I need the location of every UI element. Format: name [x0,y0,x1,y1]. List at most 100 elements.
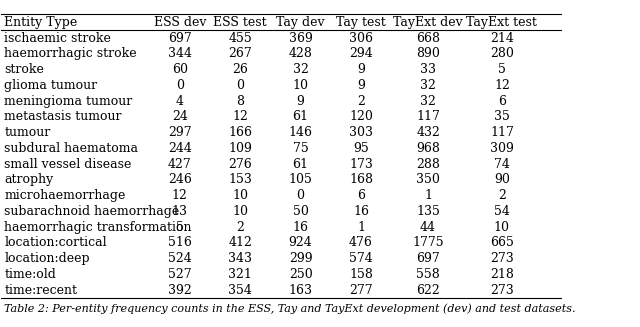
Text: 1: 1 [357,221,365,234]
Text: time:recent: time:recent [4,284,77,297]
Text: Tay test: Tay test [336,16,386,29]
Text: 294: 294 [349,47,373,60]
Text: 12: 12 [494,79,510,92]
Text: glioma tumour: glioma tumour [4,79,97,92]
Text: 8: 8 [236,95,244,108]
Text: stroke: stroke [4,63,44,76]
Text: 4: 4 [176,95,184,108]
Text: 558: 558 [416,268,440,281]
Text: 33: 33 [420,63,436,76]
Text: 321: 321 [228,268,252,281]
Text: 428: 428 [289,47,312,60]
Text: 0: 0 [176,79,184,92]
Text: 277: 277 [349,284,372,297]
Text: 117: 117 [416,110,440,123]
Text: Table 2: Per-entity frequency counts in the ESS, Tay and TayExt development (dev: Table 2: Per-entity frequency counts in … [4,303,576,314]
Text: 135: 135 [416,205,440,218]
Text: 163: 163 [289,284,312,297]
Text: 117: 117 [490,126,514,139]
Text: 924: 924 [289,236,312,250]
Text: 665: 665 [490,236,514,250]
Text: 890: 890 [416,47,440,60]
Text: atrophy: atrophy [4,173,53,186]
Text: 32: 32 [292,63,308,76]
Text: 109: 109 [228,142,252,155]
Text: subdural haematoma: subdural haematoma [4,142,138,155]
Text: 5: 5 [498,63,506,76]
Text: location:deep: location:deep [4,252,90,265]
Text: 516: 516 [168,236,192,250]
Text: 668: 668 [416,31,440,44]
Text: 95: 95 [353,142,369,155]
Text: 74: 74 [494,158,510,171]
Text: 146: 146 [289,126,312,139]
Text: haemorrhagic transformation: haemorrhagic transformation [4,221,192,234]
Text: Tay dev: Tay dev [276,16,325,29]
Text: 303: 303 [349,126,373,139]
Text: 297: 297 [168,126,191,139]
Text: 50: 50 [292,205,308,218]
Text: 12: 12 [172,189,188,202]
Text: 0: 0 [236,79,244,92]
Text: 455: 455 [228,31,252,44]
Text: ESS test: ESS test [213,16,267,29]
Text: 168: 168 [349,173,373,186]
Text: 276: 276 [228,158,252,171]
Text: 622: 622 [416,284,440,297]
Text: 392: 392 [168,284,191,297]
Text: 54: 54 [494,205,510,218]
Text: 273: 273 [490,284,514,297]
Text: 6: 6 [357,189,365,202]
Text: 105: 105 [289,173,312,186]
Text: 10: 10 [232,189,248,202]
Text: 10: 10 [292,79,308,92]
Text: 968: 968 [416,142,440,155]
Text: 120: 120 [349,110,373,123]
Text: microhaemorrhage: microhaemorrhage [4,189,125,202]
Text: small vessel disease: small vessel disease [4,158,132,171]
Text: 697: 697 [416,252,440,265]
Text: 61: 61 [292,158,308,171]
Text: 218: 218 [490,268,514,281]
Text: 153: 153 [228,173,252,186]
Text: 432: 432 [416,126,440,139]
Text: 299: 299 [289,252,312,265]
Text: 1775: 1775 [412,236,444,250]
Text: 244: 244 [168,142,192,155]
Text: 0: 0 [296,189,305,202]
Text: 9: 9 [357,79,365,92]
Text: 13: 13 [172,205,188,218]
Text: 158: 158 [349,268,373,281]
Text: 214: 214 [490,31,514,44]
Text: TayExt dev: TayExt dev [393,16,463,29]
Text: 288: 288 [416,158,440,171]
Text: 524: 524 [168,252,191,265]
Text: 35: 35 [494,110,510,123]
Text: 44: 44 [420,221,436,234]
Text: 280: 280 [490,47,514,60]
Text: 2: 2 [236,221,244,234]
Text: 26: 26 [232,63,248,76]
Text: ischaemic stroke: ischaemic stroke [4,31,111,44]
Text: 1: 1 [424,189,432,202]
Text: 10: 10 [232,205,248,218]
Text: 9: 9 [297,95,305,108]
Text: location:cortical: location:cortical [4,236,107,250]
Text: 350: 350 [416,173,440,186]
Text: 32: 32 [420,95,436,108]
Text: 61: 61 [292,110,308,123]
Text: 250: 250 [289,268,312,281]
Text: 306: 306 [349,31,373,44]
Text: 166: 166 [228,126,252,139]
Text: 32: 32 [420,79,436,92]
Text: time:old: time:old [4,268,56,281]
Text: 90: 90 [494,173,510,186]
Text: 574: 574 [349,252,373,265]
Text: Entity Type: Entity Type [4,16,77,29]
Text: 309: 309 [490,142,514,155]
Text: 24: 24 [172,110,188,123]
Text: 246: 246 [168,173,192,186]
Text: 10: 10 [494,221,510,234]
Text: 60: 60 [172,63,188,76]
Text: 369: 369 [289,31,312,44]
